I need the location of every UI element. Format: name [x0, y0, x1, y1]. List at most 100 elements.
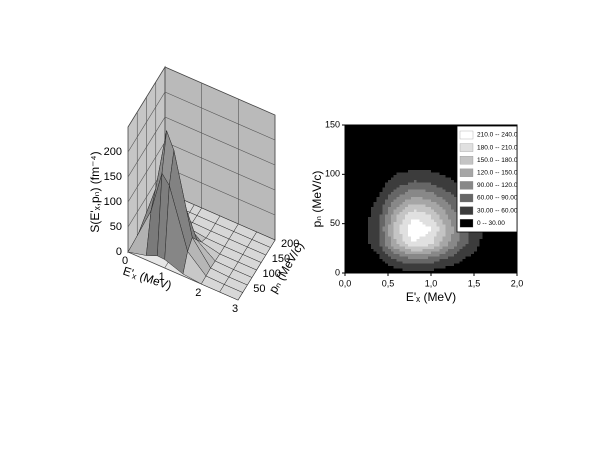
contour-cell: [347, 260, 352, 264]
contour-cell: [431, 250, 435, 254]
contour-cell: [345, 258, 349, 262]
contour-cell: [436, 164, 441, 168]
contour-cell: [353, 189, 358, 193]
contour-cell: [439, 226, 444, 230]
contour-cell: [370, 142, 375, 146]
contour-cell: [373, 171, 378, 175]
contour-cell: [385, 164, 389, 168]
contour-cell: [402, 149, 406, 153]
contour-cell: [425, 144, 429, 148]
contour-cell: [393, 231, 398, 235]
contour-cell: [396, 132, 401, 136]
contour-cell: [399, 238, 403, 242]
contour-cell: [345, 125, 349, 129]
contour-cell: [402, 263, 406, 267]
contour-cell: [496, 238, 501, 242]
contour-cell: [347, 258, 352, 262]
contour-cell: [382, 179, 386, 183]
contour-cell: [385, 208, 389, 212]
contour-cell: [362, 139, 366, 143]
contour-cell: [442, 129, 446, 133]
contour-cell: [393, 243, 398, 247]
contour-cell: [356, 245, 360, 249]
contour-cell: [370, 228, 375, 232]
contour-cell: [419, 223, 423, 227]
contour-cell: [413, 199, 418, 203]
contour-cell: [433, 250, 438, 254]
contour-cell: [456, 255, 461, 259]
contour-cell: [442, 171, 446, 175]
contour-cell: [422, 196, 426, 200]
contour-cell: [402, 191, 406, 195]
contour-cell: [448, 248, 452, 252]
contour-cell: [505, 250, 509, 254]
contour-cell: [356, 216, 360, 220]
contour-cell: [482, 270, 487, 274]
contour-cell: [388, 206, 392, 210]
contour-cell: [485, 265, 489, 269]
contour-cell: [410, 132, 415, 136]
contour-cell: [419, 253, 423, 257]
contour-cell: [347, 263, 352, 267]
contour-cell: [425, 250, 429, 254]
contour-cell: [439, 240, 444, 244]
contour-cell: [393, 154, 398, 158]
contour-cell: [413, 240, 418, 244]
contour-cell: [445, 236, 449, 240]
contour-cell: [453, 250, 458, 254]
contour-cell: [431, 248, 435, 252]
contour-cell: [436, 228, 441, 232]
contour-cell: [396, 134, 401, 138]
contour-cell: [425, 159, 429, 163]
contour-cell: [399, 142, 403, 146]
contour-cell: [396, 189, 401, 193]
contour-cell: [433, 199, 438, 203]
contour-cell: [425, 169, 429, 173]
contour-cell: [382, 201, 386, 205]
contour-cell: [410, 162, 415, 166]
contour-cell: [425, 255, 429, 259]
contour-cell: [353, 184, 358, 188]
contour-cell: [408, 147, 412, 151]
contour-cell: [471, 243, 475, 247]
contour-cell: [345, 240, 349, 244]
contour-cell: [367, 255, 372, 259]
contour-cell: [362, 196, 366, 200]
contour-cell: [408, 149, 412, 153]
contour-cell: [451, 213, 455, 217]
contour-cell: [419, 270, 423, 274]
contour-cell: [416, 147, 421, 151]
contour-cell: [402, 174, 406, 178]
contour-cell: [359, 142, 363, 146]
contour-cell: [413, 245, 418, 249]
contour-cell: [442, 127, 446, 131]
contour-cell: [365, 223, 369, 227]
contour-cell: [422, 174, 426, 178]
contour-cell: [436, 203, 441, 207]
contour-cell: [422, 255, 426, 259]
contour-cell: [499, 231, 504, 235]
contour-cell: [373, 189, 378, 193]
contour-cell: [350, 184, 355, 188]
contour-cell: [419, 245, 423, 249]
contour-cell: [465, 238, 469, 242]
contour-cell: [367, 201, 372, 205]
contour-cell: [370, 184, 375, 188]
contour-cell: [379, 179, 383, 183]
contour-cell: [408, 129, 412, 133]
contour-cell: [439, 243, 444, 247]
contour-cell: [436, 159, 441, 163]
contour-cell: [442, 134, 446, 138]
contour-cell: [379, 238, 383, 242]
contour-cell: [379, 253, 383, 257]
contour-cell: [405, 164, 409, 168]
contour-cell: [471, 260, 475, 264]
contour-cell: [405, 184, 409, 188]
contour-cell: [399, 208, 403, 212]
contour-cell: [428, 137, 432, 141]
contour-cell: [459, 238, 464, 242]
contour-cell: [362, 174, 366, 178]
contour-cell: [413, 127, 418, 131]
contour-cell: [436, 199, 441, 203]
contour-cell: [362, 208, 366, 212]
